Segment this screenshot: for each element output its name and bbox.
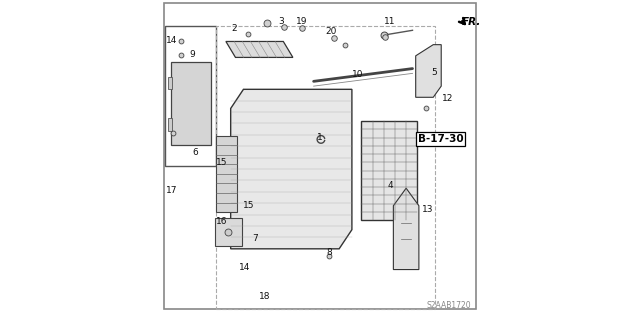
Bar xyxy=(216,26,435,309)
Bar xyxy=(168,77,172,89)
Text: 10: 10 xyxy=(352,70,364,79)
Polygon shape xyxy=(394,188,419,270)
Bar xyxy=(362,121,417,220)
Text: 14: 14 xyxy=(239,263,251,272)
Text: 7: 7 xyxy=(252,234,257,243)
Text: 6: 6 xyxy=(192,148,198,157)
Text: 3: 3 xyxy=(278,17,284,26)
Text: 11: 11 xyxy=(384,17,396,26)
Polygon shape xyxy=(215,218,242,246)
Polygon shape xyxy=(230,89,352,249)
Text: 13: 13 xyxy=(422,205,433,214)
Text: B-17-30: B-17-30 xyxy=(418,134,463,144)
Text: 14: 14 xyxy=(166,36,177,45)
Text: 18: 18 xyxy=(259,292,271,300)
Text: 4: 4 xyxy=(387,181,393,189)
Text: FR.: FR. xyxy=(462,17,481,27)
Bar xyxy=(171,62,211,145)
Polygon shape xyxy=(416,45,441,97)
Text: 9: 9 xyxy=(189,50,195,59)
Text: 5: 5 xyxy=(431,68,437,77)
Text: 20: 20 xyxy=(326,27,337,36)
Text: 8: 8 xyxy=(326,248,332,256)
Bar xyxy=(168,118,172,131)
Text: 15: 15 xyxy=(216,158,228,167)
Text: 16: 16 xyxy=(216,217,228,226)
Text: 15: 15 xyxy=(243,201,255,210)
Polygon shape xyxy=(216,136,237,212)
Bar xyxy=(165,26,216,166)
Text: 12: 12 xyxy=(442,94,453,103)
Text: 17: 17 xyxy=(166,186,177,195)
Text: 1: 1 xyxy=(317,133,323,142)
Text: S2AAB1720: S2AAB1720 xyxy=(427,301,472,310)
Text: 2: 2 xyxy=(231,24,237,33)
Text: 19: 19 xyxy=(296,17,308,26)
Polygon shape xyxy=(226,41,293,57)
